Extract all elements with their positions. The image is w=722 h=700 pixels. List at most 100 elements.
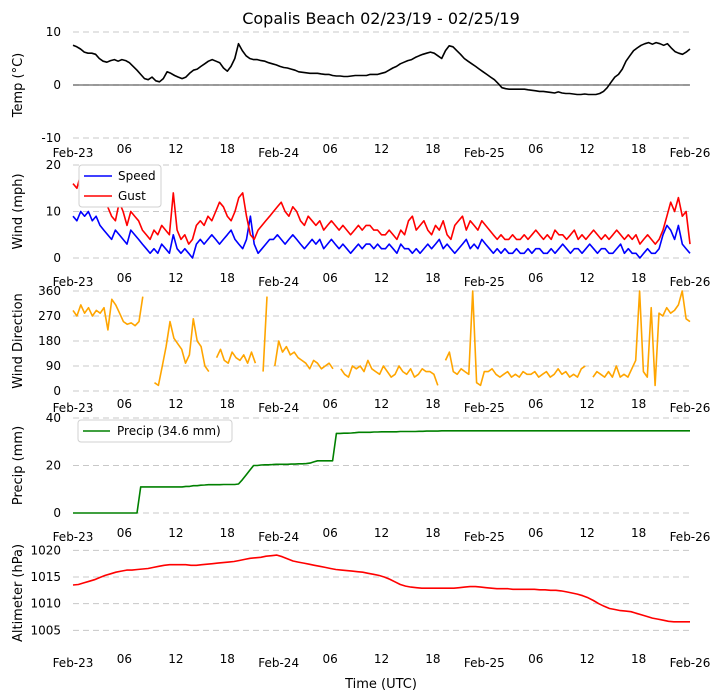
x-tick-label: 06 [117, 271, 132, 285]
y-tick-label: 10 [46, 205, 61, 219]
precip-legend-label: Precip (34.6 mm) [117, 424, 221, 438]
x-tick-label: Feb-23 [53, 275, 94, 289]
x-tick-label: 12 [580, 397, 595, 411]
y-tick-label: 1020 [30, 543, 61, 557]
y-tick-label: 90 [46, 359, 61, 373]
series-line [72, 41, 691, 96]
x-tick-label: 12 [580, 652, 595, 666]
x-tick-label: 12 [374, 397, 389, 411]
x-tick-label: 12 [374, 526, 389, 540]
x-tick-label: 06 [322, 271, 337, 285]
x-tick-label: Feb-24 [258, 275, 299, 289]
x-tick-label: Feb-25 [464, 530, 505, 544]
y-tick-label: 1005 [30, 623, 61, 637]
series-line [72, 290, 691, 387]
x-tick-label: Feb-23 [53, 656, 94, 670]
x-tick-label: 06 [322, 397, 337, 411]
x-tick-label: 12 [580, 142, 595, 156]
x-tick-label: Feb-24 [258, 401, 299, 415]
x-tick-label: 06 [322, 526, 337, 540]
x-tick-label: 06 [528, 652, 543, 666]
x-tick-label: Feb-26 [670, 401, 711, 415]
y-tick-label: 1010 [30, 597, 61, 611]
precip-legend-box [77, 419, 233, 443]
x-tick-label: Feb-24 [258, 530, 299, 544]
x-tick-label: 12 [168, 142, 183, 156]
x-tick-label: 18 [220, 142, 235, 156]
y-tick-label: 0 [53, 78, 61, 92]
y-tick-label: 0 [53, 384, 61, 398]
speed-legend-label: Speed [118, 169, 156, 183]
x-tick-label: 18 [631, 142, 646, 156]
y-tick-label: 10 [46, 25, 61, 39]
series-line [72, 173, 691, 245]
x-tick-label: 18 [220, 271, 235, 285]
x-tick-label: 18 [425, 142, 440, 156]
x-tick-label: 06 [528, 397, 543, 411]
wind-panel: 0 10 20 Wind (mph) Feb-23 06 12 18 Feb-24 06 12 18 F… [11, 158, 710, 289]
x-tick-label: 18 [631, 397, 646, 411]
x-tick-label: Feb-23 [53, 401, 94, 415]
gust-legend-label: Gust [118, 189, 146, 203]
x-tick-label: 18 [220, 526, 235, 540]
y-tick-label: 270 [38, 309, 61, 323]
temp-panel: -10 0 10 Temp (°C) Feb-23 06 12 18 Feb-24 06 12 18 F… [11, 25, 710, 160]
x-tick-label: Feb-26 [670, 656, 711, 670]
x-tick-label: 18 [220, 397, 235, 411]
x-tick-label: 12 [374, 271, 389, 285]
x-tick-label: 12 [580, 271, 595, 285]
y-tick-label: 360 [38, 284, 61, 298]
x-tick-label: 06 [528, 142, 543, 156]
x-tick-label: Feb-24 [258, 656, 299, 670]
x-tick-label: 12 [168, 397, 183, 411]
x-tick-label: Feb-24 [258, 146, 299, 160]
y-tick-label: 0 [53, 506, 61, 520]
y-tick-label: 40 [46, 411, 61, 425]
x-tick-label: 06 [117, 652, 132, 666]
x-axis-label: Time (UTC) [344, 677, 417, 692]
y-axis-label: Temp (°C) [11, 53, 26, 119]
x-tick-label: Feb-25 [464, 146, 505, 160]
x-tick-label: Feb-26 [670, 530, 711, 544]
y-axis-label: Precip (mm) [11, 426, 26, 505]
x-tick-label: 12 [168, 271, 183, 285]
y-tick-label: 20 [46, 459, 61, 473]
x-tick-label: Feb-26 [670, 146, 711, 160]
x-tick-label: 06 [117, 142, 132, 156]
wind-legend: Speed Gust [78, 164, 162, 208]
x-tick-label: 06 [117, 397, 132, 411]
y-axis-label: Wind (mph) [11, 173, 26, 249]
y-axis-label: Wind Direction [11, 293, 26, 389]
chart-title: Copalis Beach 02/23/19 - 02/25/19 [242, 9, 520, 28]
x-tick-label: 12 [374, 142, 389, 156]
x-tick-label: Feb-25 [464, 275, 505, 289]
x-tick-label: 06 [117, 526, 132, 540]
altimeter-panel: 1005 1010 1015 1020 Altimeter (hPa) Feb-23 06 1… [11, 543, 710, 670]
y-tick-label: 180 [38, 334, 61, 348]
x-tick-label: 06 [528, 271, 543, 285]
x-tick-label: 18 [425, 652, 440, 666]
x-tick-label: 18 [631, 526, 646, 540]
series-line [72, 210, 691, 259]
x-tick-label: 12 [580, 526, 595, 540]
x-tick-label: 18 [631, 271, 646, 285]
x-tick-label: Feb-26 [670, 275, 711, 289]
x-tick-label: 12 [168, 526, 183, 540]
x-tick-label: 18 [631, 652, 646, 666]
x-tick-label: Feb-25 [464, 401, 505, 415]
x-tick-label: Feb-25 [464, 656, 505, 670]
x-tick-label: 18 [425, 271, 440, 285]
x-tick-label: Feb-23 [53, 530, 94, 544]
x-tick-label: 06 [322, 652, 337, 666]
precip-panel: 0 20 40 Precip (mm) Feb-23 06 12 18 Feb-24 06 12 18… [11, 411, 710, 544]
y-tick-label: 0 [53, 251, 61, 265]
x-tick-label: 18 [425, 526, 440, 540]
y-axis-label: Altimeter (hPa) [11, 544, 26, 642]
x-tick-label: 06 [528, 526, 543, 540]
x-tick-label: Feb-23 [53, 146, 94, 160]
x-tick-label: 18 [425, 397, 440, 411]
y-tick-label: 20 [46, 158, 61, 172]
wind-direction-panel: 0 90 180 270 360 Wind Direction Feb-23 06 12 18 Fe… [11, 284, 710, 415]
x-tick-label: 18 [220, 652, 235, 666]
